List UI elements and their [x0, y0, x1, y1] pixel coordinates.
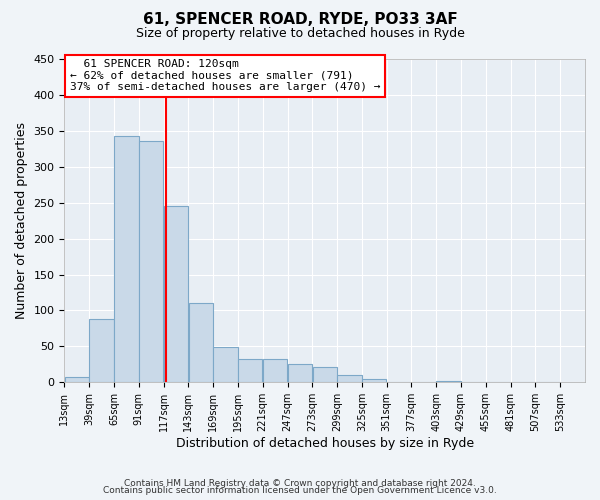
Text: 61 SPENCER ROAD: 120sqm
← 62% of detached houses are smaller (791)
37% of semi-d: 61 SPENCER ROAD: 120sqm ← 62% of detache…	[70, 59, 380, 92]
Bar	[114, 136, 139, 382]
Y-axis label: Number of detached properties: Number of detached properties	[15, 122, 28, 319]
Text: Size of property relative to detached houses in Ryde: Size of property relative to detached ho…	[136, 28, 464, 40]
Bar	[65, 378, 89, 382]
Bar	[436, 381, 461, 382]
Text: Contains public sector information licensed under the Open Government Licence v3: Contains public sector information licen…	[103, 486, 497, 495]
X-axis label: Distribution of detached houses by size in Ryde: Distribution of detached houses by size …	[176, 437, 474, 450]
Bar	[337, 375, 362, 382]
Bar	[263, 360, 287, 382]
Bar	[139, 141, 163, 382]
Bar	[89, 319, 114, 382]
Bar	[164, 206, 188, 382]
Bar	[238, 358, 262, 382]
Bar	[288, 364, 312, 382]
Bar	[188, 304, 213, 382]
Bar	[362, 379, 386, 382]
Text: 61, SPENCER ROAD, RYDE, PO33 3AF: 61, SPENCER ROAD, RYDE, PO33 3AF	[143, 12, 457, 28]
Bar	[214, 347, 238, 382]
Text: Contains HM Land Registry data © Crown copyright and database right 2024.: Contains HM Land Registry data © Crown c…	[124, 478, 476, 488]
Bar	[313, 366, 337, 382]
